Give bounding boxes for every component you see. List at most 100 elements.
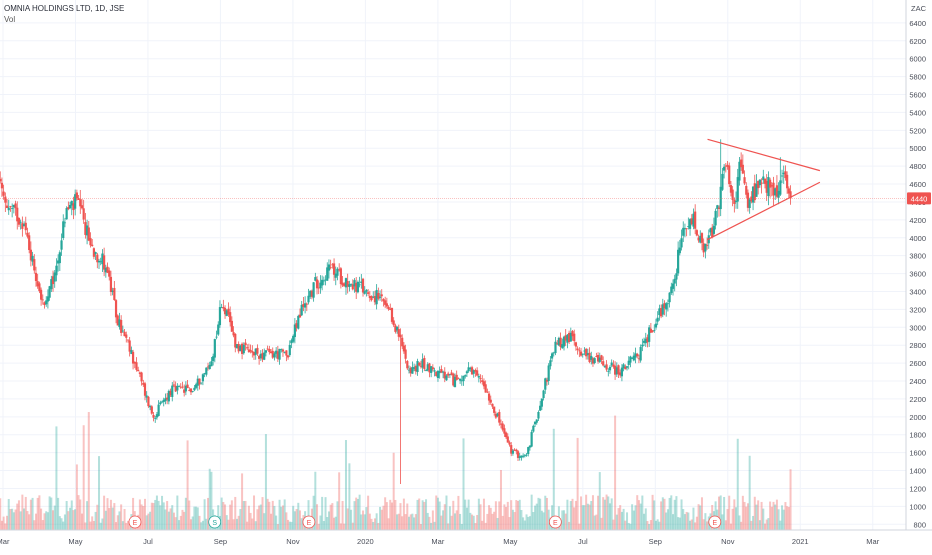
candle-body xyxy=(770,185,773,187)
candle-body xyxy=(550,353,554,359)
candle-body xyxy=(431,367,434,370)
volume-bar xyxy=(34,513,37,530)
candle-body xyxy=(738,161,741,181)
event-marker-s[interactable] xyxy=(208,515,222,529)
candle-body xyxy=(256,347,259,354)
candle-body xyxy=(157,404,160,416)
volume-bar xyxy=(590,500,593,530)
candle-body xyxy=(17,218,21,225)
candle-body xyxy=(108,270,111,277)
price-tick-label: 1000 xyxy=(909,502,926,511)
candle-body xyxy=(58,252,61,264)
volume-bar xyxy=(586,503,589,530)
volume-bar xyxy=(142,506,145,530)
volume-bar xyxy=(505,506,508,530)
volume-bar xyxy=(457,495,460,530)
triangle-lower-line[interactable] xyxy=(707,181,821,241)
volume-bar xyxy=(534,505,537,530)
volume-bar xyxy=(602,497,605,530)
candle-body xyxy=(498,411,501,423)
event-marker-e[interactable] xyxy=(302,515,316,529)
volume-bar xyxy=(372,521,375,530)
volume-bar xyxy=(762,508,765,530)
price-tick-label: 4000 xyxy=(909,234,926,243)
candle-body xyxy=(322,280,325,282)
event-marker-e[interactable] xyxy=(548,515,562,529)
volume-bar xyxy=(673,499,676,530)
volume-bar xyxy=(699,505,702,530)
volume-bar xyxy=(189,519,192,530)
candle-body xyxy=(370,296,373,301)
triangle-upper-line[interactable] xyxy=(707,138,821,172)
event-marker-e[interactable] xyxy=(128,515,142,529)
candle-body xyxy=(249,349,252,352)
volume-bar xyxy=(295,509,298,530)
candle-body xyxy=(162,399,165,402)
candle-body xyxy=(678,247,681,254)
candle-body xyxy=(387,306,390,310)
candle-body xyxy=(164,398,167,402)
candle-body xyxy=(373,296,377,303)
volume-bar xyxy=(636,495,639,530)
volume-bar xyxy=(235,518,238,530)
volume-bar xyxy=(435,495,438,530)
volume-bar xyxy=(50,497,53,530)
volume-bar xyxy=(208,468,211,530)
volume-bar xyxy=(210,471,213,530)
volume-bar xyxy=(644,508,647,530)
volume-bar xyxy=(682,509,685,530)
candle-body xyxy=(723,166,726,171)
volume-bar xyxy=(28,514,31,530)
volume-bar xyxy=(12,512,15,530)
volume-bar xyxy=(540,510,543,530)
candle-body xyxy=(600,355,603,360)
volume-bar xyxy=(426,512,429,530)
candle-body xyxy=(629,356,632,363)
event-marker-e[interactable] xyxy=(708,515,722,529)
candle-body xyxy=(540,398,543,407)
volume-bar xyxy=(149,511,152,530)
triangle-pattern[interactable] xyxy=(707,138,821,241)
candle-body xyxy=(130,350,133,354)
volume-bar xyxy=(442,510,445,530)
candle-body xyxy=(559,337,562,347)
volume-bar xyxy=(300,518,303,530)
volume-bar xyxy=(138,499,141,530)
time-axis[interactable]: Mar May Jul Sep Nov 2020 Mar May Jul Sep Nov 2021 Ma… xyxy=(0,529,932,550)
candle-body xyxy=(716,205,719,209)
candle-body xyxy=(317,287,320,289)
candle-body xyxy=(539,405,542,411)
candle-body xyxy=(341,282,344,286)
volume-bar xyxy=(493,511,496,530)
volume-bar xyxy=(229,504,232,530)
event-marker-label: E xyxy=(712,520,717,527)
volume-bar xyxy=(484,522,487,530)
volume-bar xyxy=(789,469,792,530)
candle-body xyxy=(726,164,729,167)
candle-body xyxy=(445,375,448,381)
volume-bar xyxy=(276,524,279,530)
candle-body xyxy=(511,450,515,454)
candle-body xyxy=(474,370,477,372)
candle-body xyxy=(343,283,346,287)
candle-body xyxy=(34,272,38,281)
candle-body xyxy=(528,445,532,448)
price-axis[interactable]: 800 1000 1200 1400 1600 1800 2000 2200 2400 2600 2… xyxy=(905,0,932,550)
volume-bar xyxy=(668,497,671,530)
candle-body xyxy=(482,381,486,387)
candle-body xyxy=(751,186,755,203)
volume-bar xyxy=(697,504,700,530)
volume-bar xyxy=(566,499,569,530)
candle-body xyxy=(295,323,298,328)
volume-bar xyxy=(476,514,479,530)
candle-body xyxy=(230,320,233,332)
volume-bar xyxy=(241,473,244,530)
volume-bar xyxy=(382,505,385,530)
volume-bar xyxy=(770,506,773,530)
time-tick-label: 2020 xyxy=(357,537,374,546)
candle-body xyxy=(552,352,555,354)
volume-bar xyxy=(787,506,790,530)
candle-body xyxy=(222,306,225,309)
